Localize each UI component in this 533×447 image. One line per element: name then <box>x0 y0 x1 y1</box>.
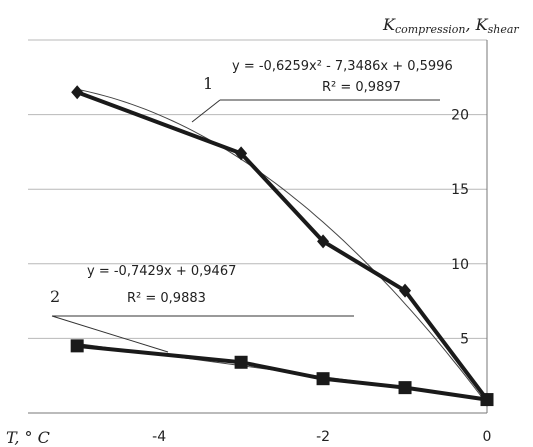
series-1-number: 1 <box>203 74 213 93</box>
y-tick-label: 20 <box>451 108 469 124</box>
trendlines <box>77 88 488 405</box>
series-2-point <box>234 355 248 369</box>
series-1-point <box>317 234 330 249</box>
series-1-equation: y = -0,6259x² - 7,3486x + 0,5996 <box>232 59 453 74</box>
series-2-r2: R² = 0,9883 <box>127 291 206 306</box>
y-tick-label: 10 <box>451 257 469 273</box>
series-2-point <box>398 381 412 395</box>
grid-lines <box>28 39 488 414</box>
y-tick-label: 5 <box>460 331 469 347</box>
series-2-point <box>70 339 84 353</box>
series-1-point <box>399 283 412 298</box>
x-tick-label: 0 <box>483 429 492 445</box>
series-1-r2: R² = 0,9897 <box>322 80 401 95</box>
series-1-point <box>235 146 248 161</box>
data-series <box>70 85 494 407</box>
y-axis-title: Kcompression, Kshear <box>382 15 519 36</box>
series-2-label-pointer <box>51 315 169 353</box>
tick-labels: 5 10 15 20 -4 -2 0 <box>152 108 491 445</box>
series-2-point <box>316 372 330 386</box>
x-axis-title: T, ° C <box>6 428 50 447</box>
x-tick-label: -4 <box>152 429 166 445</box>
series-2-number: 2 <box>50 287 60 306</box>
series-1-point <box>71 85 84 100</box>
series-2-equation: y = -0,7429x + 0,9467 <box>87 264 236 279</box>
series-2-line <box>77 343 488 402</box>
y-tick-label: 15 <box>451 182 469 198</box>
series-1-trendline <box>77 88 488 405</box>
series-2-point <box>480 393 494 407</box>
series-1-label-pointer <box>191 99 221 123</box>
x-tick-label: -2 <box>316 429 330 445</box>
